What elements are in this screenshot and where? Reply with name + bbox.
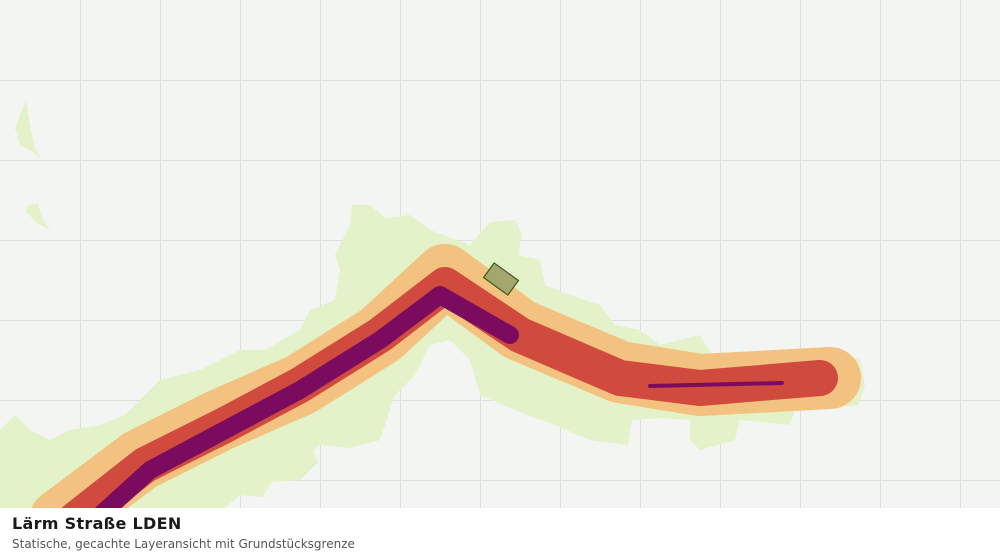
noise-patch xyxy=(15,100,40,158)
parcel-boundary xyxy=(482,262,520,296)
noise-patch xyxy=(26,204,50,230)
noise-zone-very-high xyxy=(94,286,519,508)
noise-bands xyxy=(31,244,861,508)
noise-zone-very-high xyxy=(648,381,784,388)
layer-subtitle: Statische, gecachte Layeransicht mit Gru… xyxy=(12,537,355,551)
map-view xyxy=(0,0,1000,508)
caption-panel: Lärm Straße LDEN Statische, gecachte Lay… xyxy=(0,508,1000,560)
layer-title: Lärm Straße LDEN xyxy=(12,514,182,533)
